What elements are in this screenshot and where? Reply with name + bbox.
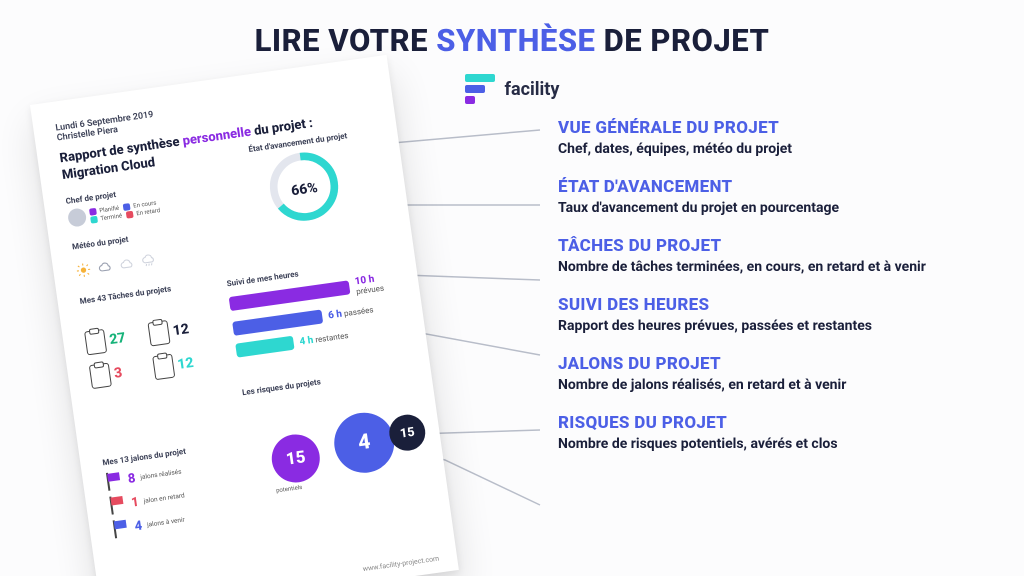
feature-title: JALONS DU PROJET	[558, 354, 998, 374]
feature-item: SUIVI DES HEURES Rapport des heures prévu…	[558, 295, 998, 334]
tasks-done: 27	[108, 330, 126, 348]
page-title: LIRE VOTRE SYNTHÈSE DE PROJET	[0, 22, 1024, 59]
brand-name: facility	[505, 79, 560, 100]
rain-icon	[140, 252, 158, 270]
heading-pre: LIRE VOTRE	[255, 22, 437, 59]
brand-mark-icon	[465, 74, 495, 104]
feature-title: VUE GÉNÉRALE DU PROJET	[558, 118, 998, 138]
flag-icon	[111, 518, 131, 538]
feature-list: VUE GÉNÉRALE DU PROJET Chef, dates, équip…	[558, 118, 998, 452]
progress-donut: État d'avancement du projet 66%	[248, 131, 360, 236]
risk-caption: potentiels	[276, 484, 303, 495]
risk-bubble: 4	[330, 409, 398, 477]
feature-title: RISQUES DU PROJET	[558, 413, 998, 433]
sun-icon	[74, 261, 92, 279]
feature-item: ÉTAT D'AVANCEMENT Taux d'avancement du pr…	[558, 177, 998, 216]
heading-accent: SYNTHÈSE	[436, 22, 595, 59]
feature-sub: Nombre de risques potentiels, avérés et …	[558, 436, 998, 452]
feature-item: TÂCHES DU PROJET Nombre de tâches terminé…	[558, 236, 998, 275]
cloud-icon	[118, 255, 136, 273]
report-url: www.facility-project.com	[362, 555, 439, 574]
flag-icon	[104, 471, 124, 491]
avatar	[67, 207, 87, 227]
feature-sub: Rapport des heures prévues, passées et r…	[558, 318, 998, 334]
feature-sub: Taux d'avancement du projet en pourcenta…	[558, 200, 998, 216]
pm-legend: Planifié En cours Terminé En retard	[89, 199, 161, 226]
risk-bubble: 15	[269, 431, 323, 485]
feature-title: TÂCHES DU PROJET	[558, 236, 998, 256]
feature-title: ÉTAT D'AVANCEMENT	[558, 177, 998, 197]
tasks-future: 12	[176, 355, 194, 373]
milestones-block: Mes 13 jalons du projet 8jalons réalisés…	[102, 436, 273, 544]
risks-block: Les risques du projets 15potentiels415	[241, 362, 443, 486]
feature-title: SUIVI DES HEURES	[558, 295, 998, 315]
feature-sub: Chef, dates, équipes, météo du projet	[558, 141, 998, 157]
feature-item: VUE GÉNÉRALE DU PROJET Chef, dates, équip…	[558, 118, 998, 157]
feature-item: JALONS DU PROJET Nombre de jalons réalisé…	[558, 354, 998, 393]
report-preview: Lundi 6 Septembre 2019 Christelle Piera …	[30, 105, 390, 576]
tasks-late: 3	[113, 365, 123, 382]
cloud-icon	[96, 258, 114, 276]
flag-icon	[107, 495, 127, 515]
tasks-open: 12	[172, 321, 190, 339]
feature-item: RISQUES DU PROJET Nombre de risques poten…	[558, 413, 998, 452]
feature-sub: Nombre de jalons réalisés, en retard et …	[558, 377, 998, 393]
feature-sub: Nombre de tâches terminées, en cours, en…	[558, 259, 998, 275]
heading-post: DE PROJET	[595, 22, 769, 59]
